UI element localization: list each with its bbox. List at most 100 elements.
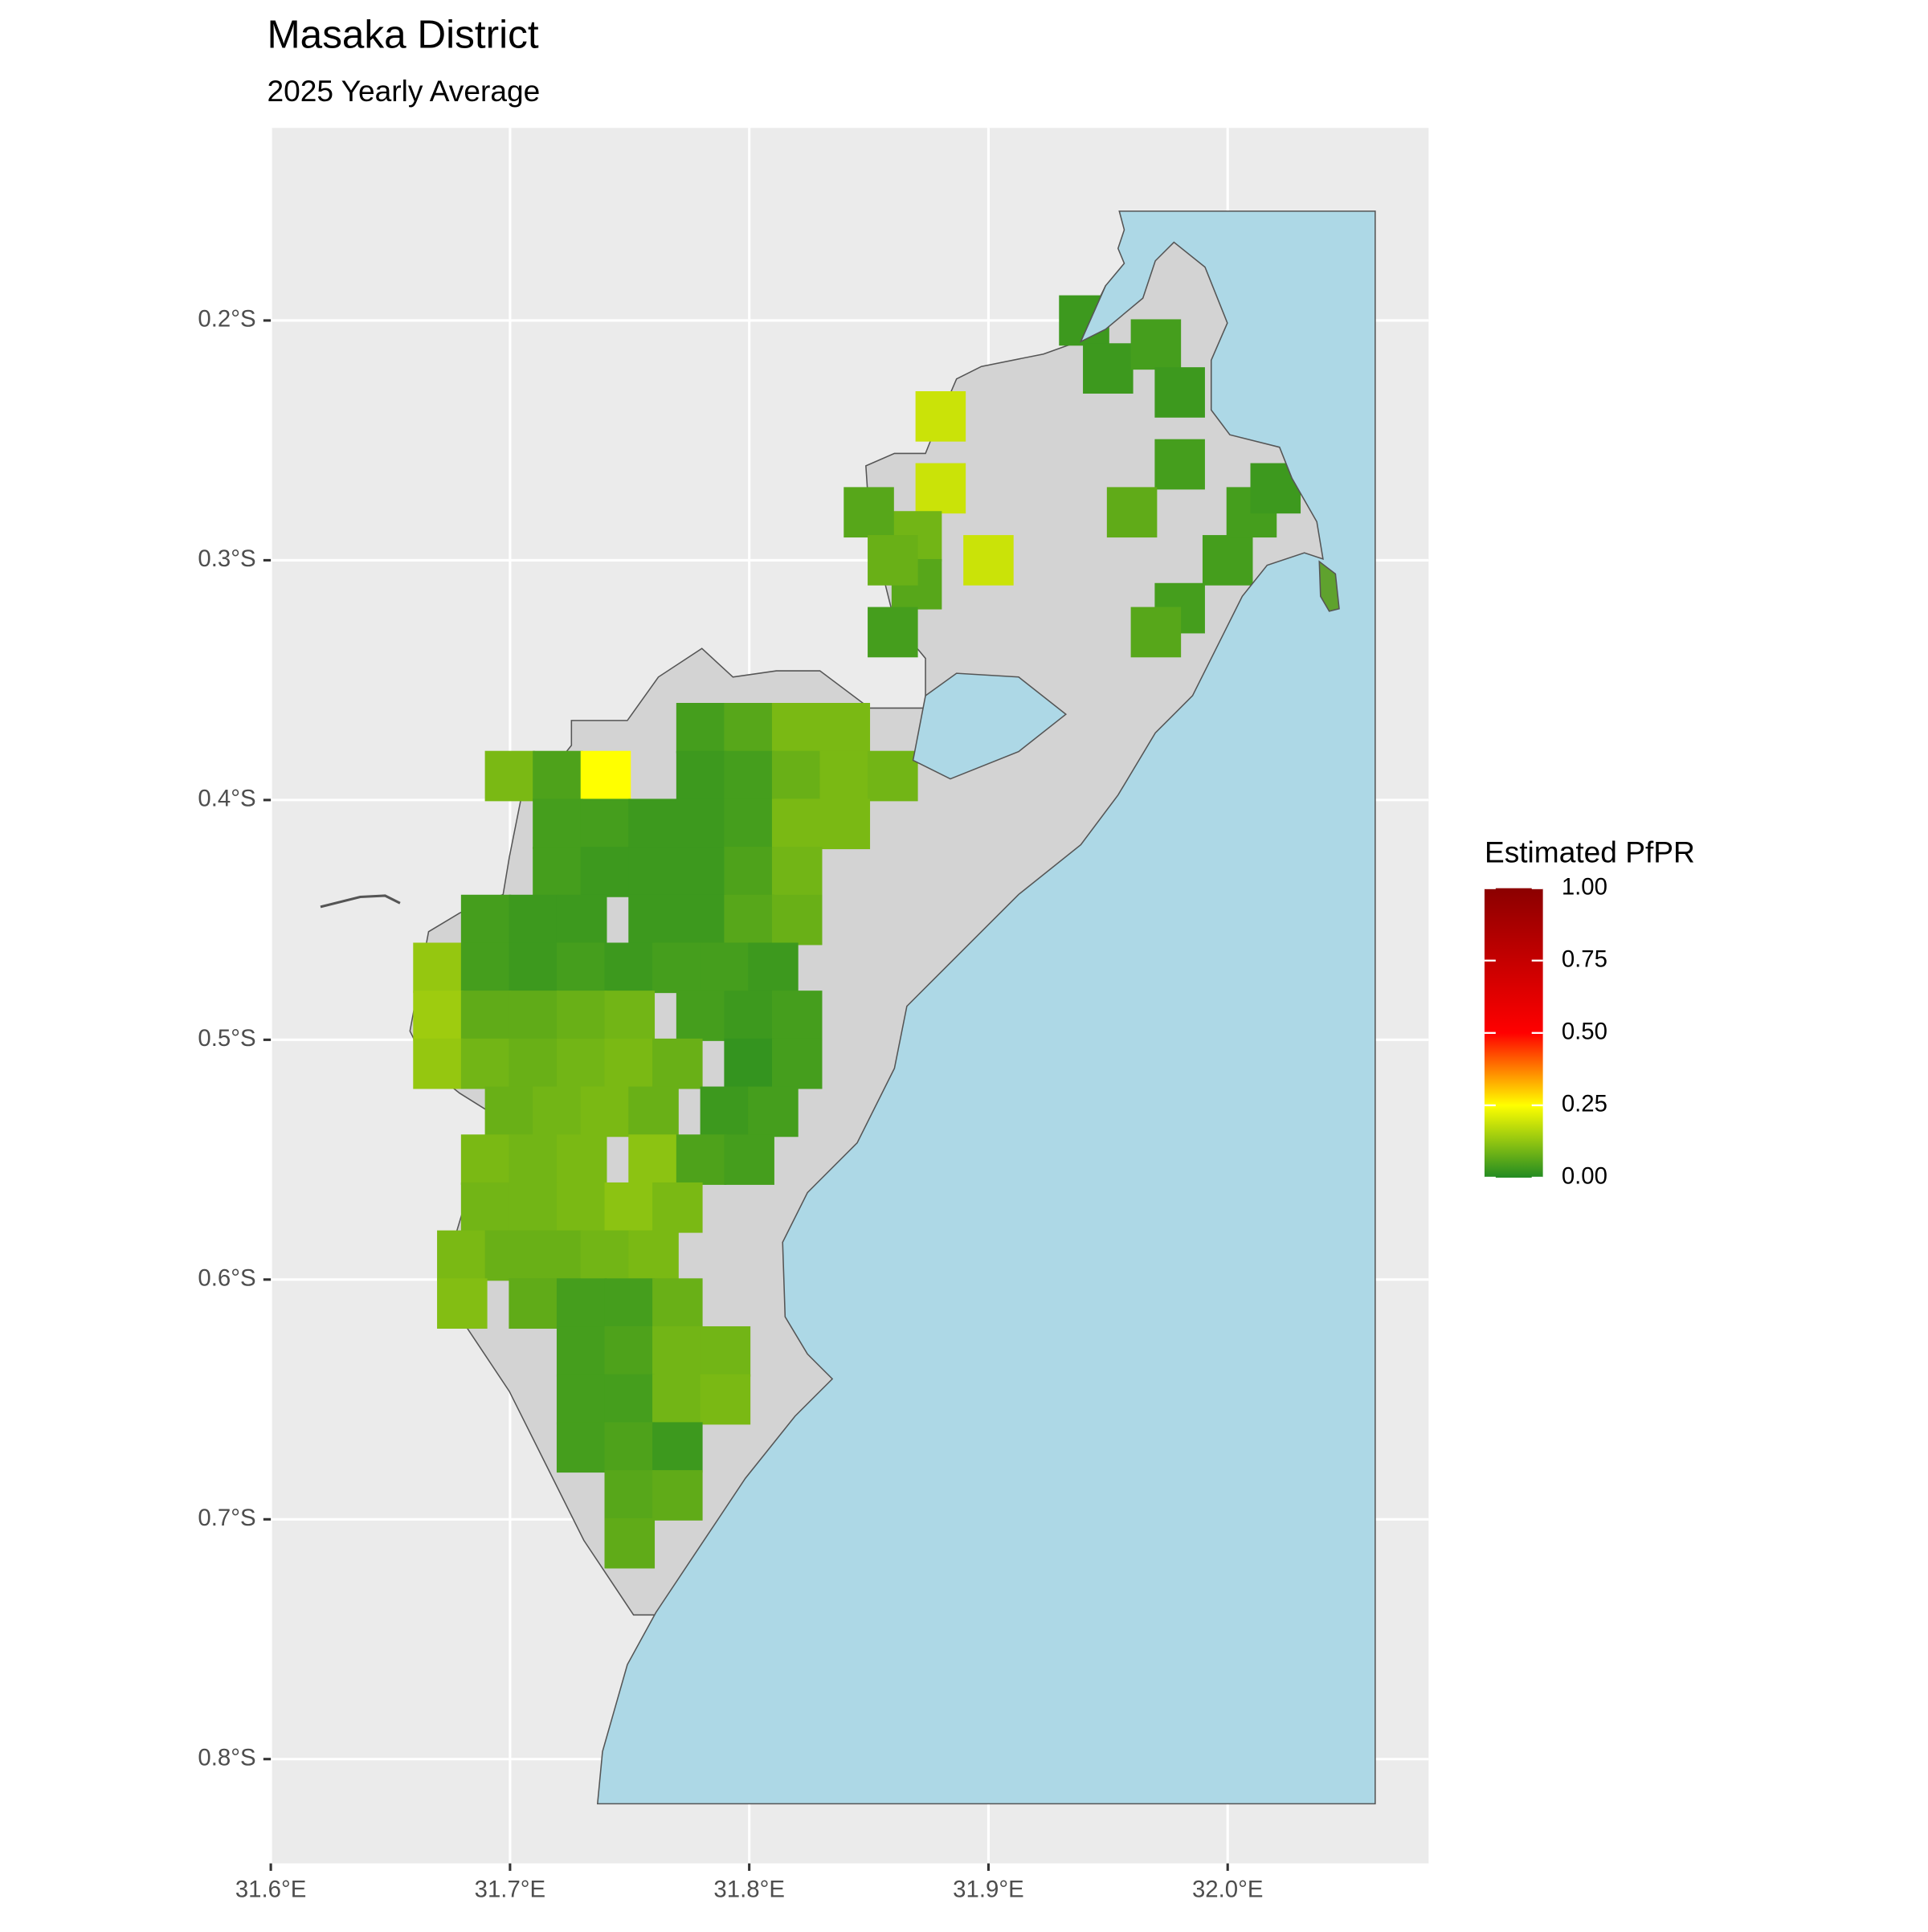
pfpr-cell bbox=[652, 1422, 703, 1473]
pfpr-cell bbox=[533, 1086, 583, 1138]
y-tick-label: 0.2°S bbox=[198, 306, 255, 333]
pfpr-cell bbox=[556, 1038, 607, 1089]
pfpr-cell bbox=[676, 1134, 727, 1185]
pfpr-cell bbox=[748, 942, 799, 994]
pfpr-cell bbox=[580, 1230, 631, 1281]
pfpr-cell bbox=[652, 1278, 703, 1330]
pfpr-cell bbox=[724, 1038, 774, 1089]
pfpr-cell bbox=[484, 1086, 536, 1138]
pfpr-cell bbox=[413, 942, 464, 994]
pfpr-cell bbox=[556, 1278, 607, 1330]
pfpr-cell bbox=[556, 1134, 607, 1185]
pfpr-cell bbox=[676, 799, 727, 850]
chart-title: Masaka District bbox=[267, 12, 538, 56]
pfpr-cell bbox=[868, 535, 918, 586]
pfpr-cell bbox=[556, 1182, 607, 1233]
pfpr-cell bbox=[868, 607, 918, 658]
pfpr-cell bbox=[724, 991, 774, 1041]
pfpr-cell bbox=[771, 799, 823, 850]
pfpr-cell bbox=[1083, 343, 1134, 394]
y-tick-label: 0.7°S bbox=[198, 1505, 255, 1531]
pfpr-cell bbox=[580, 847, 631, 897]
pfpr-cell bbox=[915, 390, 966, 442]
pfpr-cell bbox=[628, 894, 679, 946]
pfpr-cell bbox=[771, 847, 823, 897]
pfpr-cell bbox=[700, 1326, 751, 1377]
pfpr-cell bbox=[628, 1134, 679, 1185]
pfpr-cell bbox=[652, 1374, 703, 1425]
pfpr-cell bbox=[724, 750, 774, 802]
pfpr-cell bbox=[556, 942, 607, 994]
x-tick-label: 32.0°E bbox=[1192, 1876, 1264, 1902]
pfpr-cell bbox=[771, 894, 823, 946]
y-tick-label: 0.3°S bbox=[198, 545, 255, 572]
pfpr-cell bbox=[556, 894, 607, 946]
pfpr-cell bbox=[819, 750, 871, 802]
pfpr-cell bbox=[652, 1038, 703, 1089]
pfpr-cell bbox=[460, 1038, 512, 1089]
pfpr-cell bbox=[533, 1230, 583, 1281]
pfpr-cell bbox=[509, 1038, 559, 1089]
legend-tick-label: 1.00 bbox=[1562, 873, 1607, 900]
pfpr-cell bbox=[460, 1182, 512, 1233]
pfpr-cell bbox=[652, 1470, 703, 1521]
pfpr-cell bbox=[676, 847, 727, 897]
axes: 31.6°E 31.7°E 31.8°E 31.9°E 32.0°E 0.2°S 0.3°S… bbox=[198, 306, 1263, 1903]
pfpr-cell bbox=[556, 1422, 607, 1473]
pfpr-cell bbox=[652, 942, 703, 994]
pfpr-cell bbox=[652, 1326, 703, 1377]
pfpr-cell bbox=[604, 1326, 656, 1377]
cells bbox=[413, 295, 1301, 1569]
pfpr-cell bbox=[533, 847, 583, 897]
y-tick-label: 0.5°S bbox=[198, 1025, 255, 1052]
y-tick-label: 0.8°S bbox=[198, 1745, 255, 1771]
pfpr-cell bbox=[484, 750, 536, 802]
pfpr-cell bbox=[844, 487, 894, 538]
pfpr-cell bbox=[604, 1374, 656, 1425]
pfpr-cell bbox=[724, 703, 774, 754]
shoreline bbox=[320, 894, 401, 909]
lake bbox=[912, 672, 1068, 780]
pfpr-cell bbox=[676, 991, 727, 1041]
pfpr-cell bbox=[1154, 367, 1205, 418]
y-tick-label: 0.4°S bbox=[198, 786, 255, 812]
pfpr-cell bbox=[533, 750, 583, 802]
pfpr-cell bbox=[676, 750, 727, 802]
x-tick-label: 31.8°E bbox=[713, 1876, 785, 1902]
pfpr-cell bbox=[413, 1038, 464, 1089]
pfpr-cell bbox=[437, 1230, 488, 1281]
pfpr-cell bbox=[748, 1086, 799, 1138]
pfpr-cell bbox=[1154, 439, 1205, 490]
pfpr-cell bbox=[700, 942, 751, 994]
pfpr-cell bbox=[1106, 487, 1158, 538]
legend-title: Estimated PfPR bbox=[1485, 835, 1695, 869]
pfpr-cell bbox=[819, 703, 871, 754]
pfpr-cell bbox=[676, 703, 727, 754]
pfpr-cell bbox=[628, 1230, 679, 1281]
water bbox=[596, 210, 1376, 1805]
chart-subtitle: 2025 Yearly Average bbox=[267, 74, 540, 108]
pfpr-cell bbox=[724, 894, 774, 946]
x-tick-label: 31.7°E bbox=[475, 1876, 546, 1902]
pfpr-cell bbox=[1130, 319, 1182, 370]
pfpr-cell bbox=[724, 1134, 774, 1185]
pfpr-cell bbox=[724, 847, 774, 897]
pfpr-cell bbox=[460, 991, 512, 1041]
pfpr-cell bbox=[580, 799, 631, 850]
pfpr-cell bbox=[604, 1517, 656, 1569]
pfpr-cell bbox=[460, 1134, 512, 1185]
y-tick-label: 0.6°S bbox=[198, 1265, 255, 1292]
pfpr-cell bbox=[868, 750, 918, 802]
pfpr-cell bbox=[580, 750, 631, 802]
pfpr-cell bbox=[676, 894, 727, 946]
pfpr-cell bbox=[628, 847, 679, 897]
pfpr-cell bbox=[460, 894, 512, 946]
pfpr-cell bbox=[628, 1086, 679, 1138]
pfpr-cell bbox=[700, 1374, 751, 1425]
pfpr-cell bbox=[771, 1038, 823, 1089]
pfpr-cell bbox=[771, 750, 823, 802]
pfpr-cell bbox=[604, 1470, 656, 1521]
pfpr-cell bbox=[604, 1422, 656, 1473]
pfpr-cell bbox=[413, 991, 464, 1041]
